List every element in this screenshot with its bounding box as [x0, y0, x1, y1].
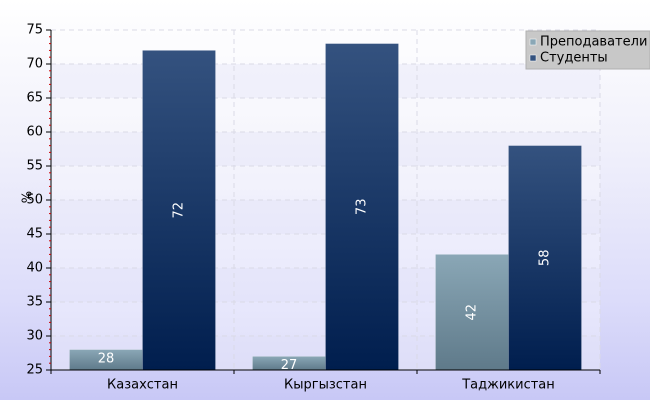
- legend-label: Студенты: [540, 51, 608, 66]
- value-label: 72: [172, 202, 187, 219]
- value-label: 27: [281, 358, 298, 373]
- y-tick-label: 75: [26, 23, 43, 38]
- axes: [46, 29, 601, 374]
- y-axis-label: %: [21, 191, 36, 203]
- x-tick-label: Казахстан: [107, 378, 178, 393]
- y-tick-label: 50: [26, 193, 43, 208]
- value-label: 73: [355, 199, 370, 216]
- y-tick-label: 60: [26, 125, 43, 140]
- legend-swatch: [529, 54, 537, 62]
- y-tick-label: 55: [26, 159, 43, 174]
- y-tick-label: 30: [26, 329, 43, 344]
- bar-teachers-2: [435, 254, 509, 371]
- legend-box: [525, 30, 650, 70]
- bars: 28 72 27 73 42 58: [69, 43, 582, 373]
- bar-students-2: [508, 145, 582, 371]
- value-label: 58: [538, 250, 553, 267]
- y-tick-label: 35: [26, 295, 43, 310]
- x-tick-label: Кыргызстан: [284, 378, 367, 393]
- bar-students-1: [325, 43, 399, 371]
- value-label: 28: [98, 351, 115, 366]
- bar-students-0: [142, 50, 216, 371]
- legend-label: Преподаватели: [540, 35, 647, 50]
- y-tick-label: 25: [26, 363, 43, 378]
- axis-labels: Казахстан Кыргызстан Таджикистан 25 30 35 40 45…: [21, 23, 555, 393]
- y-tick-label: 70: [26, 57, 43, 72]
- y-tick-label: 65: [26, 91, 43, 106]
- y-tick-label: 40: [26, 261, 43, 276]
- x-tick-label: Таджикистан: [461, 378, 555, 393]
- y-tick-label: 45: [26, 227, 43, 242]
- value-label: 42: [465, 304, 480, 321]
- legend-swatch: [529, 38, 537, 46]
